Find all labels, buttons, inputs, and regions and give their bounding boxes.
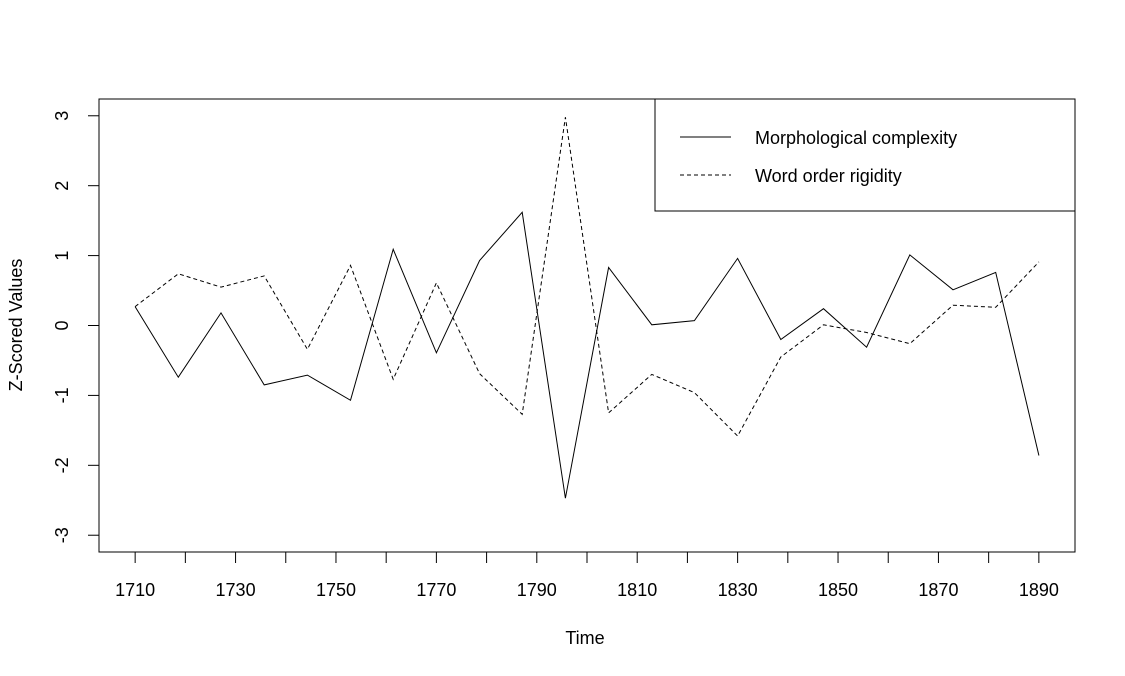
legend-label-morphological: Morphological complexity [755, 128, 957, 148]
y-tick-label: -3 [52, 527, 72, 543]
y-tick-label: 3 [52, 111, 72, 121]
y-tick-label: -2 [52, 457, 72, 473]
x-tick-label: 1890 [1019, 580, 1059, 600]
legend-box [654, 98, 1076, 212]
legend-label-word-order: Word order rigidity [755, 166, 902, 186]
x-tick-label: 1810 [617, 580, 657, 600]
x-tick-label: 1770 [416, 580, 456, 600]
x-tick-label: 1870 [918, 580, 958, 600]
x-tick-label: 1730 [216, 580, 256, 600]
x-axis: 1710 1730 1750 1770 1790 1810 1830 1850 1870 1890 [115, 552, 1059, 600]
series-layer [134, 117, 1040, 499]
x-tick-label: 1850 [818, 580, 858, 600]
y-axis-title: Z-Scored Values [6, 259, 26, 392]
y-tick-label: 0 [52, 320, 72, 330]
x-tick-label: 1750 [316, 580, 356, 600]
y-axis: -3 -2 -1 0 1 2 3 [52, 111, 99, 543]
y-tick-label: -1 [52, 387, 72, 403]
x-tick-label: 1710 [115, 580, 155, 600]
y-tick-label: 1 [52, 251, 72, 261]
x-tick-label: 1790 [517, 580, 557, 600]
x-axis-title: Time [565, 628, 604, 648]
series-line-word-order-rigidity [134, 117, 1040, 437]
x-tick-label: 1830 [718, 580, 758, 600]
y-tick-label: 2 [52, 181, 72, 191]
series-line-morphological-complexity [134, 211, 1040, 499]
legend: Morphological complexity Word order rigi… [654, 98, 1076, 212]
